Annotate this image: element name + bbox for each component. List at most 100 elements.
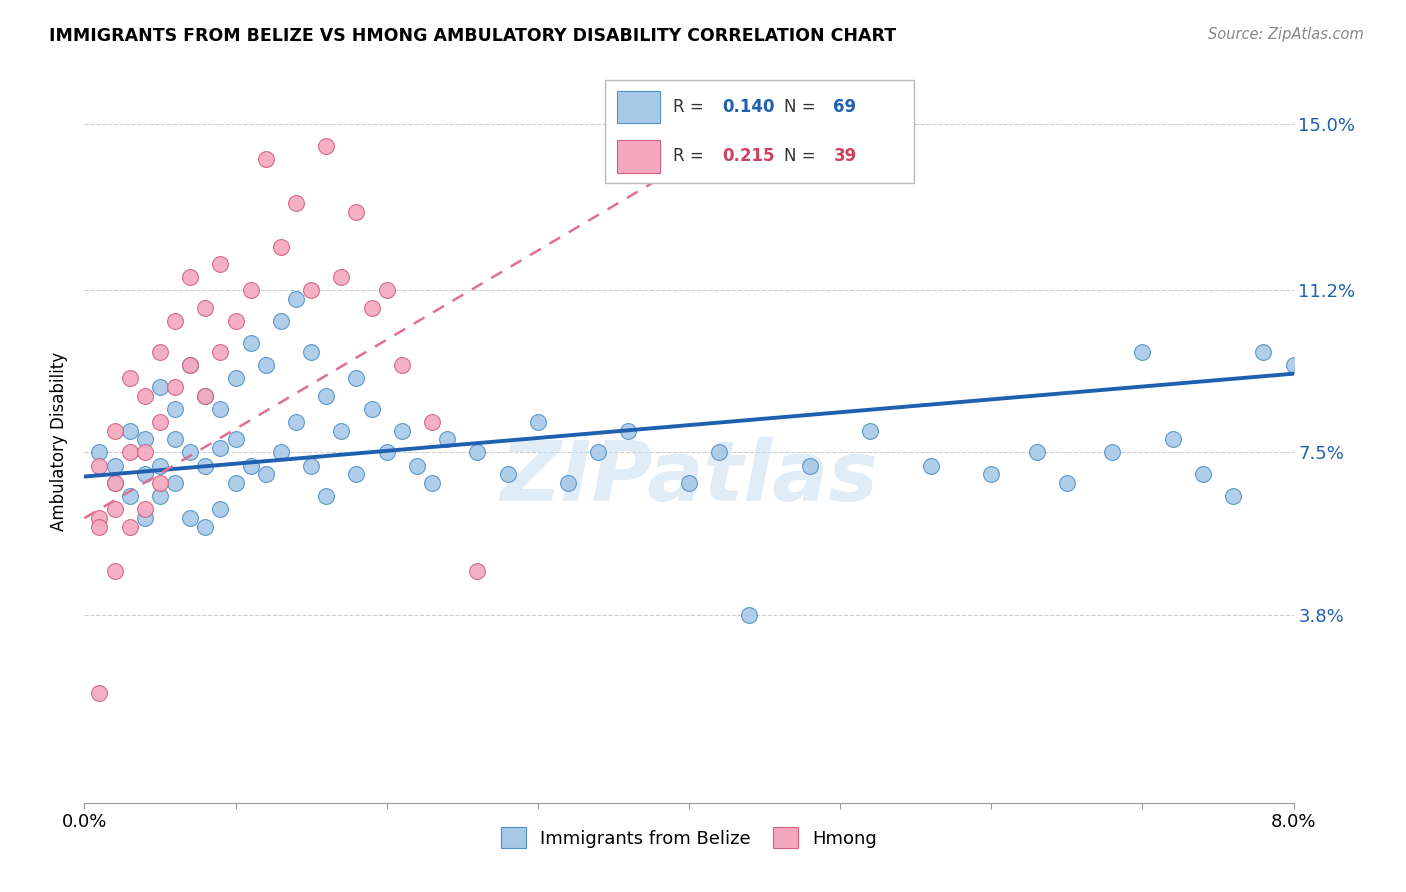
Point bbox=[89, 686, 111, 700]
Point bbox=[330, 270, 353, 285]
Point bbox=[165, 401, 187, 416]
Point bbox=[1132, 344, 1154, 359]
Point bbox=[1025, 445, 1047, 459]
Point bbox=[194, 520, 217, 534]
Point bbox=[194, 388, 217, 402]
Point bbox=[375, 284, 398, 298]
Point bbox=[104, 564, 127, 578]
Point bbox=[225, 371, 247, 385]
Point bbox=[406, 458, 429, 473]
Point bbox=[980, 467, 1002, 482]
Point bbox=[89, 458, 111, 473]
Point bbox=[104, 458, 127, 473]
Point bbox=[118, 520, 141, 534]
Point bbox=[89, 511, 111, 525]
Point bbox=[496, 467, 519, 482]
Point bbox=[134, 502, 156, 516]
Point bbox=[799, 458, 821, 473]
Point bbox=[1222, 489, 1244, 503]
Point bbox=[104, 502, 127, 516]
Legend: Immigrants from Belize, Hmong: Immigrants from Belize, Hmong bbox=[494, 820, 884, 855]
Point bbox=[315, 139, 337, 153]
Point bbox=[209, 257, 232, 271]
Point bbox=[194, 301, 217, 315]
Point bbox=[149, 344, 172, 359]
Point bbox=[557, 476, 579, 491]
Text: 0.140: 0.140 bbox=[723, 98, 775, 116]
Point bbox=[134, 511, 156, 525]
Text: 69: 69 bbox=[834, 98, 856, 116]
Bar bbox=[617, 140, 661, 173]
Point bbox=[194, 388, 217, 402]
Point bbox=[134, 445, 156, 459]
Point bbox=[254, 152, 277, 166]
Point bbox=[89, 445, 111, 459]
Point bbox=[239, 458, 262, 473]
Point bbox=[709, 445, 731, 459]
Point bbox=[149, 476, 172, 491]
Point bbox=[738, 607, 761, 622]
Point bbox=[299, 344, 322, 359]
Point bbox=[165, 380, 187, 394]
Point bbox=[194, 458, 217, 473]
Point bbox=[134, 388, 156, 402]
Point bbox=[920, 458, 942, 473]
Point bbox=[330, 424, 353, 438]
Point bbox=[360, 301, 382, 315]
FancyBboxPatch shape bbox=[605, 80, 914, 183]
Point bbox=[467, 445, 489, 459]
Point bbox=[360, 401, 382, 416]
Point bbox=[118, 424, 141, 438]
Text: IMMIGRANTS FROM BELIZE VS HMONG AMBULATORY DISABILITY CORRELATION CHART: IMMIGRANTS FROM BELIZE VS HMONG AMBULATO… bbox=[49, 27, 897, 45]
Point bbox=[239, 336, 262, 351]
Text: Source: ZipAtlas.com: Source: ZipAtlas.com bbox=[1208, 27, 1364, 42]
Y-axis label: Ambulatory Disability: Ambulatory Disability bbox=[51, 352, 69, 531]
Point bbox=[179, 358, 201, 372]
Point bbox=[134, 433, 156, 447]
Point bbox=[270, 445, 292, 459]
Point bbox=[209, 344, 232, 359]
Point bbox=[420, 415, 443, 429]
Point bbox=[346, 204, 368, 219]
Point bbox=[89, 520, 111, 534]
Point bbox=[588, 445, 610, 459]
Point bbox=[315, 489, 337, 503]
Point bbox=[179, 270, 201, 285]
Text: ZIPatlas: ZIPatlas bbox=[501, 437, 877, 518]
Text: R =: R = bbox=[672, 147, 709, 165]
Point bbox=[254, 358, 277, 372]
Point bbox=[179, 445, 201, 459]
Point bbox=[1101, 445, 1123, 459]
Point bbox=[346, 371, 368, 385]
Point bbox=[467, 564, 489, 578]
Point bbox=[149, 415, 172, 429]
Point bbox=[391, 358, 413, 372]
Point bbox=[1192, 467, 1215, 482]
Point bbox=[104, 476, 127, 491]
Point bbox=[179, 511, 201, 525]
Point bbox=[165, 314, 187, 328]
Point bbox=[118, 489, 141, 503]
Point bbox=[678, 476, 700, 491]
Point bbox=[285, 195, 308, 210]
Point bbox=[134, 467, 156, 482]
Point bbox=[299, 458, 322, 473]
Point bbox=[420, 476, 443, 491]
Point bbox=[149, 380, 172, 394]
Point bbox=[299, 284, 322, 298]
Point bbox=[254, 467, 277, 482]
Point bbox=[527, 415, 550, 429]
Text: R =: R = bbox=[672, 98, 709, 116]
Point bbox=[118, 445, 141, 459]
Point bbox=[617, 424, 640, 438]
Point bbox=[1056, 476, 1078, 491]
Text: N =: N = bbox=[785, 98, 821, 116]
Point bbox=[209, 502, 232, 516]
Text: 39: 39 bbox=[834, 147, 856, 165]
Point bbox=[391, 424, 413, 438]
Point bbox=[859, 424, 882, 438]
Point bbox=[375, 445, 398, 459]
Point bbox=[285, 292, 308, 306]
Point bbox=[118, 371, 141, 385]
Point bbox=[209, 401, 232, 416]
